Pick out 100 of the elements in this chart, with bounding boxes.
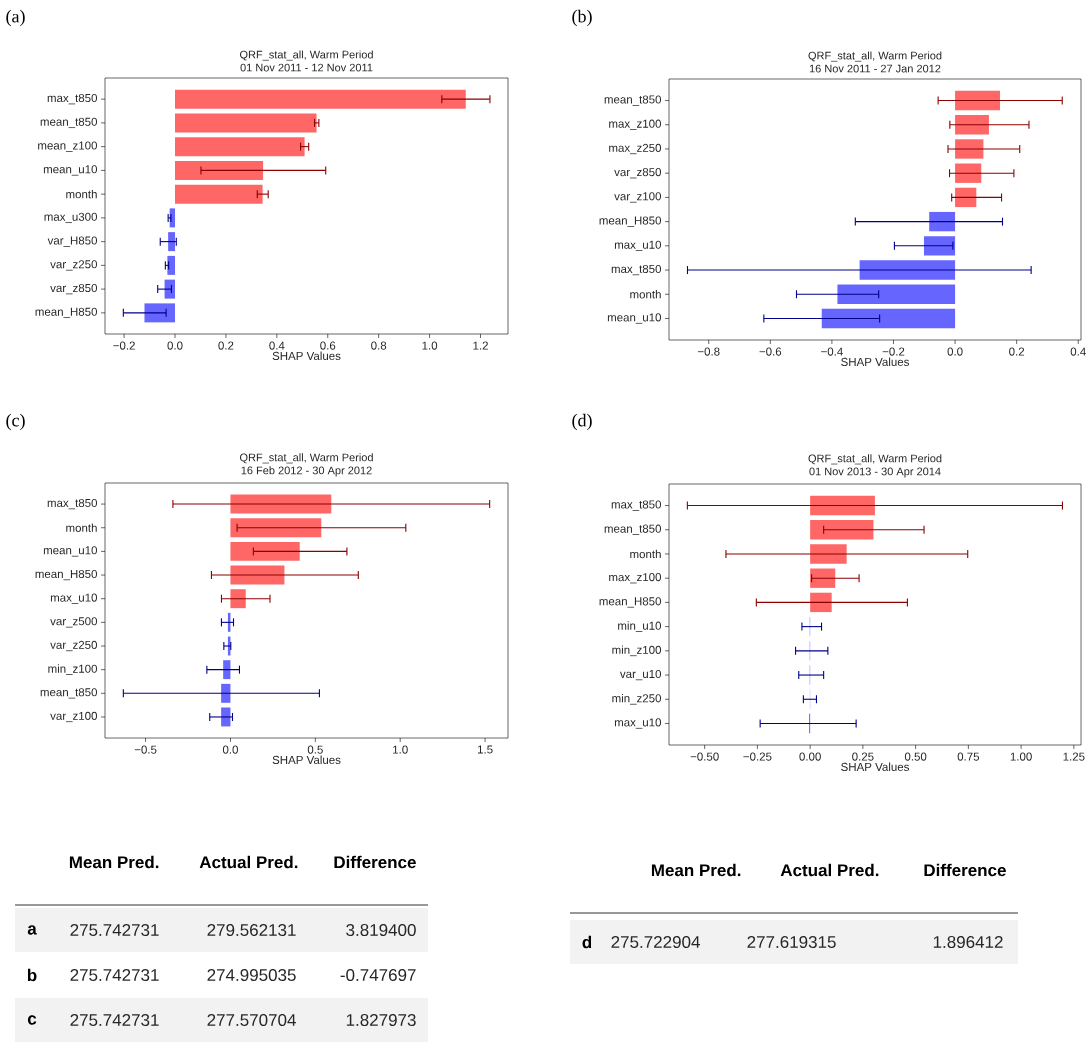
y-tick-label: max_u10: [614, 240, 662, 251]
x-tick-label: 0.00: [799, 752, 821, 761]
y-tick-label: max_z100: [609, 119, 662, 130]
text: (c): [6, 413, 25, 431]
bar: [167, 255, 176, 275]
y-tick-label: mean_t850: [604, 524, 662, 535]
y-tick-label: mean_u10: [607, 313, 662, 324]
y-tick-label: mean_H850: [35, 307, 97, 319]
x-tick-label: −0.50: [690, 752, 719, 761]
y-tick-label: max_u10: [50, 593, 98, 604]
y-tick-label: var_z850: [614, 168, 662, 179]
chart-subtitle: 16 Nov 2011 - 27 Jan 2012: [809, 64, 941, 73]
bar: [175, 137, 305, 157]
x-tick-label: 0.25: [852, 752, 874, 761]
bar: [230, 518, 322, 538]
data-label: 1.827973: [346, 1013, 416, 1027]
category-label: d: [582, 935, 592, 949]
chart-subtitle: 01 Nov 2013 - 30 Apr 2014: [809, 467, 941, 478]
x-tick-label: −0.5: [134, 745, 157, 754]
bar: [230, 589, 246, 609]
x-tick-label: 1.0: [393, 745, 408, 754]
y-tick-label: month: [630, 549, 661, 559]
y-tick-label: max_u10: [614, 718, 662, 729]
x-tick-label: 0.2: [1009, 347, 1025, 356]
bar: [810, 495, 875, 516]
x-tick-label: −0.4: [821, 347, 843, 356]
data-label: 275.742731: [70, 968, 159, 982]
text: Actual Pred.: [199, 855, 298, 869]
x-tick-label: 1.2: [473, 341, 488, 350]
text: Mean Pred.: [651, 863, 741, 877]
y-tick-label: mean_H850: [599, 597, 662, 608]
bar: [221, 683, 231, 703]
y-tick-label: var_z100: [50, 711, 98, 723]
y-tick-label: mean_t850: [604, 95, 662, 106]
category-label: a: [27, 925, 37, 935]
bar: [955, 187, 977, 208]
x-tick-label: 0.8: [371, 341, 387, 350]
bar: [955, 115, 989, 135]
chart-title: QRF_stat_all, Warm Period: [239, 50, 373, 61]
y-tick-label: max_t850: [47, 93, 98, 105]
bar: [955, 139, 984, 159]
text: Difference: [924, 863, 1006, 877]
x-tick-label: 0.0: [222, 745, 238, 754]
data-label: 275.722904: [611, 935, 700, 949]
bar: [810, 520, 874, 540]
bar: [810, 592, 832, 613]
data-label: 274.995035: [207, 968, 296, 982]
chart-subtitle: 16 Feb 2012 - 30 Apr 2012: [241, 466, 372, 477]
bar: [175, 160, 264, 180]
bar: [923, 236, 956, 256]
bar: [955, 163, 982, 183]
x-tick-label: −0.2: [882, 347, 905, 356]
y-tick-label: month: [66, 189, 97, 199]
x-tick-label: 0.2: [218, 341, 234, 350]
y-tick-label: min_z100: [48, 664, 98, 675]
bar: [144, 303, 176, 323]
x-tick-label: 0.4: [269, 341, 285, 350]
x-axis-title: SHAP Values: [272, 755, 341, 765]
data-label: 277.619315: [747, 935, 836, 949]
y-tick-label: var_z250: [50, 260, 98, 271]
x-tick-label: 0.0: [947, 347, 963, 356]
y-tick-label: max_u300: [44, 212, 98, 224]
y-tick-label: var_z250: [50, 640, 98, 652]
y-tick-label: var_u10: [619, 669, 662, 681]
y-tick-label: month: [66, 523, 97, 532]
y-tick-label: min_z250: [612, 693, 662, 705]
x-tick-label: 0.6: [320, 341, 336, 350]
x-tick-label: 0.4: [1070, 347, 1086, 356]
bar: [821, 308, 956, 329]
text: Difference: [334, 855, 416, 869]
x-tick-label: 0.0: [167, 341, 183, 350]
x-axis-title: SHAP Values: [272, 351, 341, 360]
x-tick-label: 0.75: [957, 752, 980, 761]
data-label: 1.896412: [933, 935, 1003, 949]
y-tick-label: mean_t850: [40, 688, 98, 699]
y-tick-label: max_t850: [611, 264, 662, 276]
x-tick-label: 0.50: [904, 752, 927, 761]
bar: [230, 541, 300, 561]
category-label: c: [27, 1015, 37, 1025]
x-tick-label: −0.2: [113, 341, 135, 350]
data-label: 275.742731: [70, 923, 159, 937]
x-tick-label: 1.0: [422, 341, 438, 350]
bar: [175, 184, 263, 204]
x-tick-label: −0.8: [697, 347, 720, 356]
chart-title: QRF_stat_all, Warm Period: [808, 51, 942, 62]
x-axis-title: SHAP Values: [841, 762, 909, 771]
text: (a): [6, 9, 25, 27]
data-label: 277.570704: [207, 1013, 296, 1027]
bar: [929, 211, 956, 232]
x-tick-label: −0.25: [743, 752, 772, 761]
text: Actual Pred.: [780, 863, 879, 877]
data-label: 275.742731: [70, 1013, 159, 1027]
x-tick-label: 1.00: [1010, 752, 1032, 761]
data-label: -0.747697: [340, 968, 416, 982]
y-tick-label: mean_u10: [43, 546, 98, 557]
y-tick-label: mean_t850: [40, 117, 98, 129]
x-tick-label: −0.6: [759, 347, 782, 356]
text: (b): [572, 9, 592, 27]
bar: [810, 544, 847, 564]
y-tick-label: var_z500: [50, 617, 98, 628]
